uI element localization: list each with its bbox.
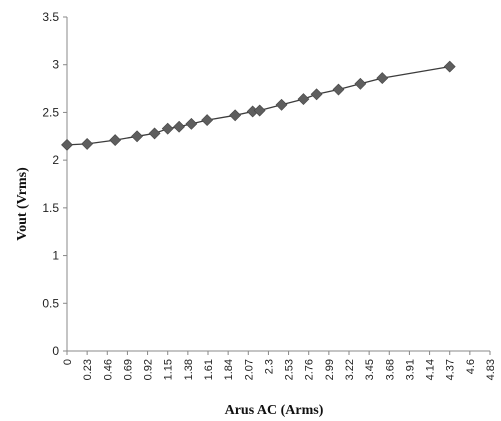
x-tick-label: 0 [62, 359, 74, 365]
x-tick-label: 0.69 [122, 359, 134, 380]
data-point [275, 98, 288, 111]
x-tick-label: 3.91 [404, 359, 416, 380]
x-tick-label: 2.07 [243, 359, 255, 380]
y-tick-label: 3.5 [42, 10, 59, 24]
data-point [376, 72, 389, 84]
y-axis-title: Vout (Vrms) [15, 167, 30, 241]
data-point [229, 109, 242, 122]
data-point [253, 104, 266, 117]
x-tick-label: 1.61 [203, 359, 215, 380]
y-tick-label: 0 [52, 344, 59, 358]
x-tick-label: 1.15 [163, 359, 175, 380]
x-tick-label: 0.23 [82, 359, 94, 380]
data-point [131, 130, 143, 143]
chart-axes [66, 17, 490, 352]
x-tick-label: 4.6 [465, 359, 477, 374]
y-tick-label: 2.5 [42, 105, 59, 119]
data-point [297, 93, 310, 105]
x-tick-label: 4.14 [425, 359, 437, 380]
x-axis-title: Arus AC (Arms) [225, 403, 324, 418]
x-tick-label: 3.22 [344, 359, 356, 380]
x-tick-label: 0.46 [102, 359, 114, 380]
y-tick-label: 0.5 [42, 296, 59, 310]
data-point [354, 77, 367, 90]
x-tick-label: 3.68 [384, 359, 396, 380]
x-tick-label: 1.84 [223, 359, 235, 380]
series-line [66, 65, 450, 146]
y-tick-label: 2 [52, 153, 59, 167]
plot-area [61, 60, 456, 151]
data-point [173, 120, 186, 133]
x-tick-label: 1.38 [183, 359, 195, 380]
data-point [201, 114, 214, 126]
x-tick-label: 2.3 [263, 359, 275, 374]
y-axis-ticks: 0 0.5 1 1.5 2 2.5 3 3.5 [42, 10, 67, 358]
y-tick-label: 3 [52, 58, 59, 72]
x-tick-label: 2.53 [284, 359, 296, 380]
data-point [185, 117, 198, 130]
data-point [148, 127, 161, 140]
y-tick-label: 1.5 [42, 201, 59, 215]
x-tick-label: 4.37 [445, 359, 457, 380]
data-point [161, 122, 174, 135]
x-tick-label: 2.99 [324, 359, 336, 380]
x-tick-label: 0.92 [143, 359, 155, 380]
data-point [310, 88, 323, 101]
x-tick-label: 2.76 [304, 359, 316, 380]
y-tick-label: 1 [52, 249, 59, 263]
data-point [332, 83, 345, 96]
data-point [61, 138, 73, 151]
x-tick-label: 3.45 [364, 359, 376, 380]
data-point [109, 134, 122, 147]
data-point [443, 60, 456, 73]
data-point [81, 137, 94, 150]
x-tick-label: 4.83 [485, 359, 497, 380]
x-axis-ticks: 0 0.23 0.46 0.69 0.92 1.15 1.38 1.61 1.84 2.07 2.3… [62, 351, 497, 380]
